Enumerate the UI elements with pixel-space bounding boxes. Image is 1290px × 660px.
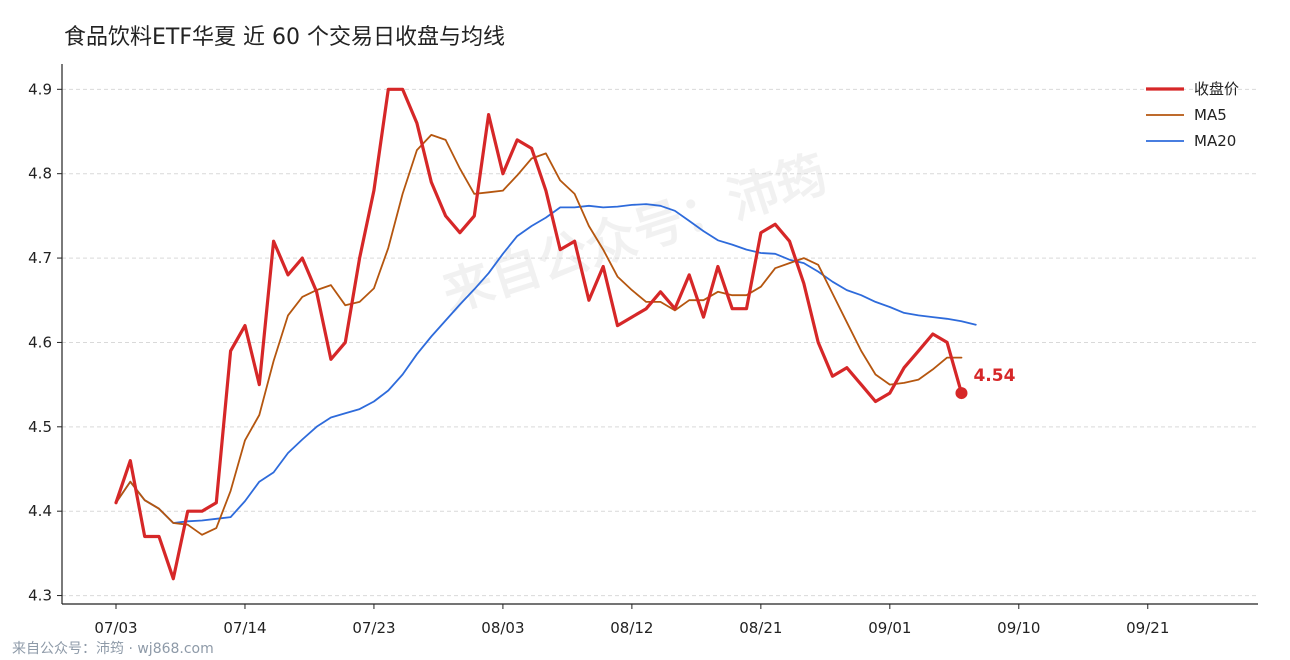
series-line-close — [114, 87, 964, 581]
footer-source: 来自公众号：沛筠 · wj868.com — [12, 640, 214, 657]
x-tick-label: 09/01 — [868, 619, 911, 637]
x-tick-label: 08/21 — [739, 619, 782, 637]
y-tick-label: 4.3 — [28, 587, 52, 605]
x-tick-label: 07/23 — [352, 619, 395, 637]
y-tick-label: 4.8 — [28, 165, 52, 183]
axes: 4.3 4.4 4.5 4.6 4.7 4.8 4.9 07/03 07/14 07/23 08/0… — [28, 64, 1258, 637]
x-tick-label: 08/03 — [481, 619, 524, 637]
x-tick-label: 07/14 — [223, 619, 266, 637]
y-tick-label: 4.6 — [28, 333, 52, 351]
end-value-label: 4.54 — [973, 366, 1015, 386]
y-tick-label: 4.7 — [28, 249, 52, 267]
series-layer: 4.54 — [114, 87, 1016, 581]
watermark: 来自公众号：沛筠 — [436, 144, 834, 323]
end-point-marker — [955, 387, 968, 400]
x-tick-label: 09/21 — [1126, 619, 1169, 637]
legend-label: MA20 — [1194, 132, 1236, 150]
series-line-ma20 — [115, 203, 977, 524]
y-tick-label: 4.9 — [28, 80, 52, 98]
legend-label: MA5 — [1194, 106, 1227, 124]
legend-label: 收盘价 — [1194, 80, 1239, 98]
chart-title: 食品饮料ETF华夏 近 60 个交易日收盘与均线 — [64, 25, 505, 50]
x-tick-label: 08/12 — [610, 619, 653, 637]
y-tick-label: 4.4 — [28, 502, 52, 520]
grid — [62, 88, 1258, 597]
legend: 收盘价 MA5 MA20 — [1146, 80, 1239, 150]
x-tick-label: 07/03 — [94, 619, 137, 637]
y-tick-label: 4.5 — [28, 418, 52, 436]
x-tick-label: 09/10 — [997, 619, 1040, 637]
series-line-ma5 — [115, 133, 963, 536]
